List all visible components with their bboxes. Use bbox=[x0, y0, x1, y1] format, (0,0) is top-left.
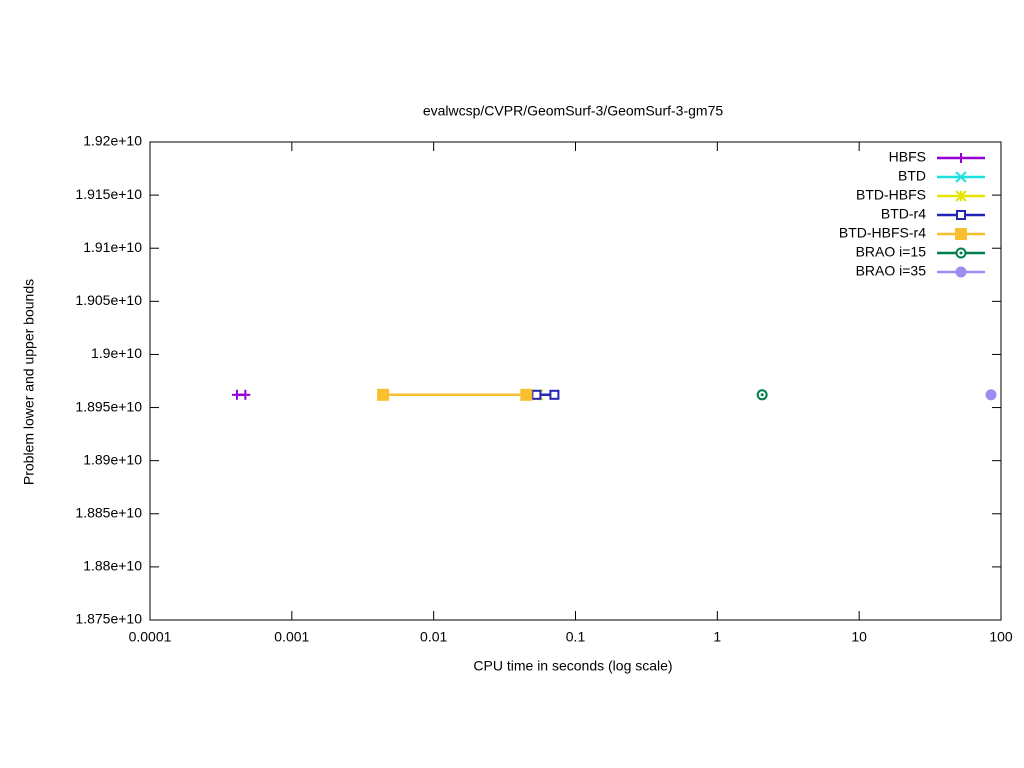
legend-marker bbox=[955, 266, 967, 278]
marker-dot bbox=[760, 393, 764, 397]
y-tick-label: 1.9e+10 bbox=[91, 345, 142, 361]
legend-label: BRAO i=15 bbox=[856, 244, 927, 260]
y-tick-label: 1.915e+10 bbox=[75, 186, 142, 202]
marker-shape bbox=[955, 266, 967, 278]
marker-stroke bbox=[955, 171, 967, 183]
chart-title: evalwcsp/CVPR/GeomSurf-3/GeomSurf-3-gm75 bbox=[423, 103, 724, 119]
y-tick-label: 1.895e+10 bbox=[75, 398, 142, 414]
legend-marker bbox=[955, 171, 967, 183]
marker bbox=[377, 388, 390, 401]
marker bbox=[756, 389, 768, 401]
legend-marker bbox=[956, 210, 966, 220]
marker-stroke bbox=[955, 190, 967, 202]
y-tick-label: 1.905e+10 bbox=[75, 292, 142, 308]
marker-shape bbox=[520, 388, 533, 401]
marker-shape bbox=[377, 388, 390, 401]
y-axis-label: Problem lower and upper bounds bbox=[21, 279, 37, 485]
x-tick-label: 0.1 bbox=[566, 629, 586, 645]
y-tick-label: 1.91e+10 bbox=[83, 239, 142, 255]
legend-label: BRAO i=35 bbox=[856, 263, 927, 279]
legend-label: HBFS bbox=[889, 149, 926, 165]
x-tick-label: 0.0001 bbox=[129, 629, 172, 645]
marker-shape bbox=[549, 389, 560, 400]
legend-marker bbox=[955, 190, 967, 202]
y-tick-label: 1.92e+10 bbox=[83, 133, 142, 149]
legend-marker bbox=[956, 153, 966, 163]
marker bbox=[231, 389, 242, 400]
marker bbox=[549, 389, 560, 400]
marker bbox=[531, 389, 542, 400]
marker-shape bbox=[985, 389, 997, 401]
marker bbox=[520, 388, 533, 401]
x-tick-label: 0.001 bbox=[274, 629, 309, 645]
legend-label: BTD-HBFS bbox=[856, 187, 926, 203]
legend-label: BTD-HBFS-r4 bbox=[839, 225, 926, 241]
y-tick-label: 1.875e+10 bbox=[75, 611, 142, 627]
legend-label: BTD-r4 bbox=[881, 206, 926, 222]
legend-label: BTD bbox=[898, 168, 926, 184]
y-tick-label: 1.88e+10 bbox=[83, 558, 142, 574]
legend-marker bbox=[955, 247, 967, 259]
marker bbox=[985, 389, 997, 401]
marker-dot bbox=[959, 251, 963, 255]
y-tick-label: 1.885e+10 bbox=[75, 504, 142, 520]
x-tick-label: 10 bbox=[851, 629, 867, 645]
marker bbox=[240, 389, 251, 400]
y-tick-label: 1.89e+10 bbox=[83, 451, 142, 467]
x-tick-label: 0.01 bbox=[420, 629, 447, 645]
x-tick-label: 1 bbox=[713, 629, 721, 645]
marker-shape bbox=[956, 210, 966, 220]
x-axis-label: CPU time in seconds (log scale) bbox=[473, 658, 672, 674]
marker-shape bbox=[955, 228, 967, 240]
legend-marker bbox=[955, 228, 967, 240]
marker-shape bbox=[531, 389, 542, 400]
x-tick-label: 100 bbox=[989, 629, 1013, 645]
